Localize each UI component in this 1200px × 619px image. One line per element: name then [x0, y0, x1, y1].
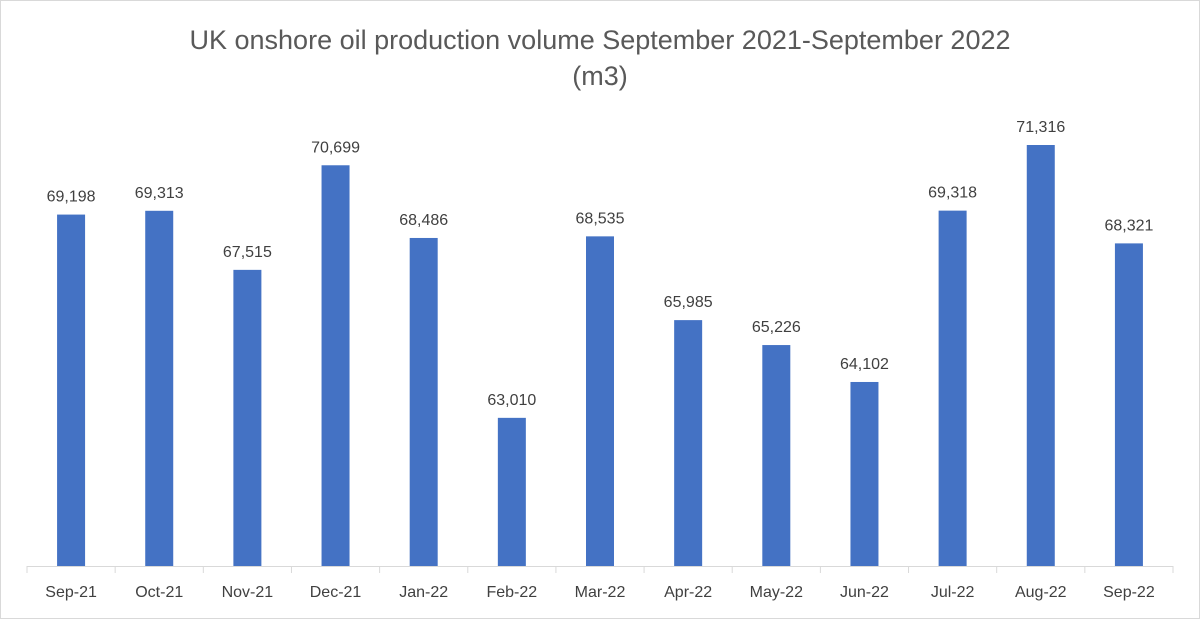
data-label-aug-22: 71,316: [1016, 119, 1065, 136]
bar-jun-22: [850, 381, 879, 566]
data-label-sep-22: 68,321: [1104, 217, 1153, 234]
data-label-apr-22: 65,985: [664, 294, 713, 311]
data-label-nov-21: 67,515: [223, 244, 272, 261]
x-tick-label-sep-22: Sep-22: [1103, 584, 1155, 601]
data-label-sep-21: 69,198: [47, 189, 96, 206]
chart-title-line-1: UK onshore oil production volume Septemb…: [189, 25, 1011, 55]
chart-title-line-2: (m3): [572, 61, 628, 91]
x-tick-label-nov-21: Nov-21: [222, 584, 274, 601]
bar-may-22: [762, 345, 791, 566]
x-tick-label-jul-22: Jul-22: [931, 584, 975, 601]
data-label-jun-22: 64,102: [840, 356, 889, 373]
x-tick-label-feb-22: Feb-22: [486, 584, 537, 601]
bar-dec-21: [321, 165, 350, 566]
data-label-oct-21: 69,313: [135, 185, 184, 202]
bar-jul-22: [938, 210, 967, 566]
x-tick-label-mar-22: Mar-22: [575, 584, 626, 601]
bar-oct-21: [145, 210, 174, 566]
data-label-jan-22: 68,486: [399, 212, 448, 229]
bar-apr-22: [674, 320, 703, 566]
bar-mar-22: [586, 236, 614, 567]
bar-nov-21: [233, 269, 262, 566]
data-label-dec-21: 70,699: [311, 139, 360, 156]
x-tick-label-jan-22: Jan-22: [399, 584, 448, 601]
x-tick-label-oct-21: Oct-21: [135, 584, 183, 601]
x-tick-label-dec-21: Dec-21: [310, 584, 362, 601]
x-tick-label-may-22: May-22: [750, 584, 803, 601]
x-tick-label-aug-22: Aug-22: [1015, 584, 1067, 601]
chart-title: UK onshore oil production volume Septemb…: [0, 22, 1200, 94]
x-tick-label-jun-22: Jun-22: [840, 584, 889, 601]
data-label-may-22: 65,226: [752, 319, 801, 336]
bar-feb-22: [497, 417, 526, 566]
bar-jan-22: [409, 237, 438, 566]
x-tick-label-sep-21: Sep-21: [45, 584, 97, 601]
data-label-mar-22: 68,535: [576, 210, 625, 227]
x-tick-label-apr-22: Apr-22: [664, 584, 712, 601]
bar-aug-22: [1026, 145, 1055, 566]
bar-sep-21: [57, 214, 86, 566]
data-label-feb-22: 63,010: [487, 392, 536, 409]
bar-sep-22: [1114, 243, 1143, 566]
data-label-jul-22: 69,318: [928, 185, 977, 202]
